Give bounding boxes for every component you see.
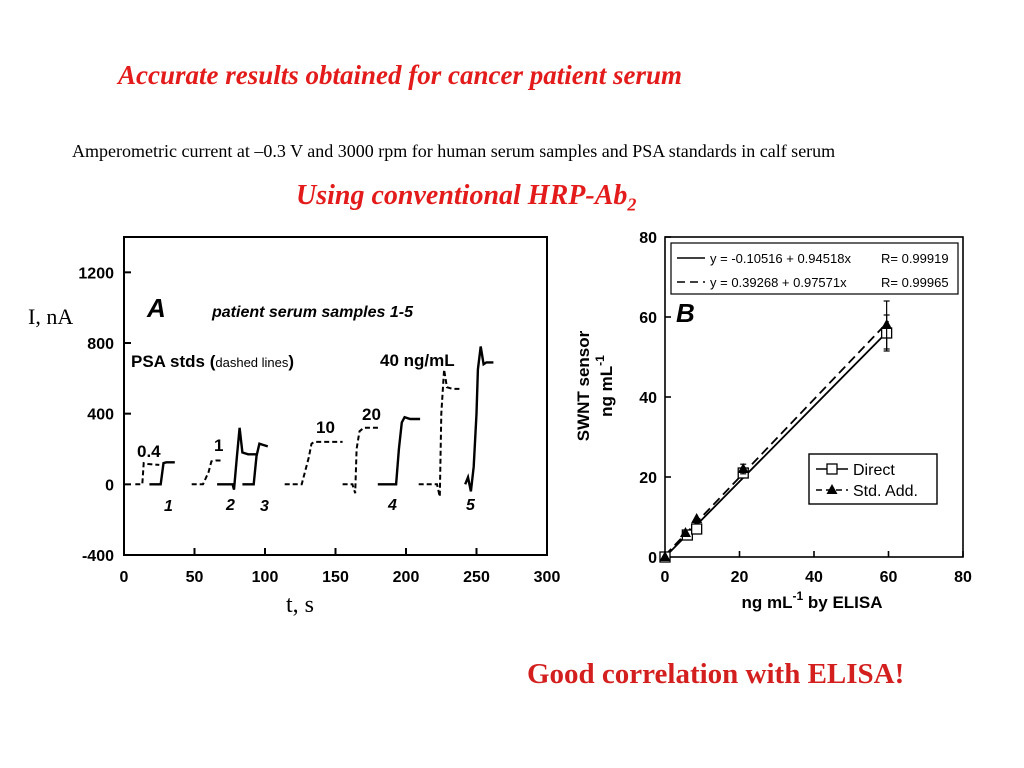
fit-legend-box (670, 242, 959, 295)
y-axis-label-b-line1: SWNT sensor (574, 330, 593, 441)
slide-subtitle: Using conventional HRP-Ab2 (296, 180, 636, 216)
fit-line (664, 320, 890, 557)
standard-trace (191, 459, 222, 486)
subtitle-text: Using conventional HRP-Ab (296, 180, 628, 211)
standard-label: 0.4 (137, 442, 161, 461)
x-tick-label-a: 200 (393, 569, 420, 586)
series-legend-direct-marker (826, 463, 838, 475)
subtitle-subscript: 2 (627, 194, 637, 215)
legend-text-close: ) (288, 352, 294, 371)
x-tick-label-a: 150 (322, 569, 349, 586)
x-axis-label-b-tail: by ELISA (803, 593, 882, 612)
standard-label: 40 ng/mL (380, 351, 455, 370)
standard-label: 1 (214, 436, 223, 455)
sample-trace (217, 427, 258, 490)
x-tick-label-a: 0 (120, 569, 129, 586)
standard-trace (342, 426, 380, 494)
sample-label: 3 (260, 498, 269, 515)
sample-label: 1 (164, 498, 173, 515)
y-tick-label-b: 80 (639, 230, 657, 247)
y-axis-label-b: SWNT sensor ng mL-1 (574, 330, 616, 441)
y-axis-label-b-line2-exp: -1 (593, 355, 607, 366)
sample-label: 2 (225, 497, 235, 514)
x-tick-label-a: 250 (463, 569, 490, 586)
x-tick-label-a: 50 (186, 569, 204, 586)
point-std-add (691, 513, 703, 523)
panel-label-a: A (146, 293, 166, 323)
panel-label-b: B (676, 298, 695, 328)
x-tick-label-b: 40 (805, 569, 823, 586)
point-std-add (679, 527, 691, 537)
x-axis-label-b-main: ng mL (741, 593, 792, 612)
conclusion-text: Good correlation with ELISA! (527, 658, 905, 690)
series-legend-box (808, 453, 938, 505)
point-std-add (881, 319, 893, 329)
sample-trace (242, 442, 269, 486)
fit-line (664, 329, 890, 558)
standard-trace (284, 440, 343, 486)
y-tick-label-b: 60 (639, 310, 657, 327)
standard-trace (418, 369, 463, 497)
fit-equation-2: y = 0.39268 + 0.97571x (710, 275, 847, 290)
y-tick-label-b: 20 (639, 470, 657, 487)
legend-text-small: dashed lines (215, 355, 288, 370)
standard-label: 20 (362, 405, 381, 424)
sample-trace (464, 346, 494, 492)
point-direct (691, 523, 703, 535)
y-axis-label-a: I, nA (28, 304, 73, 329)
y-tick-label-b: 0 (648, 550, 657, 567)
fit-r-1: R= 0.99919 (881, 251, 949, 266)
slide-description: Amperometric current at –0.3 V and 3000 … (72, 141, 836, 161)
y-tick-label-b: 40 (639, 390, 657, 407)
series-legend-stdadd-marker (826, 484, 838, 494)
sample-trace (377, 415, 421, 486)
y-tick-label-a: -400 (82, 548, 114, 565)
point-std-add (659, 551, 671, 561)
fit-r-2: R= 0.99965 (881, 275, 949, 290)
x-tick-label-b: 60 (880, 569, 898, 586)
slide-title: Accurate results obtained for cancer pat… (118, 60, 683, 90)
sample-label: 5 (466, 497, 476, 514)
series-legend-stdadd-label: Std. Add. (853, 483, 918, 500)
series-legend-direct-label: Direct (853, 462, 895, 479)
fit-equation-1: y = -0.10516 + 0.94518x (710, 251, 851, 266)
x-tick-label-b: 20 (731, 569, 749, 586)
legend-psa-stds: PSA stds (dashed lines) (131, 352, 294, 371)
x-tick-label-a: 100 (252, 569, 279, 586)
x-tick-label-b: 0 (661, 569, 670, 586)
point-std-add (737, 463, 749, 473)
standard-label: 10 (316, 418, 335, 437)
x-tick-label-a: 300 (534, 569, 561, 586)
standard-trace (135, 461, 160, 486)
y-tick-label-a: 800 (87, 336, 114, 353)
y-axis-label-b-line2-main: ng mL (597, 366, 616, 417)
y-tick-label-a: 0 (105, 477, 114, 494)
x-axis-label-a: t, s (286, 592, 314, 618)
sample-trace (149, 461, 175, 486)
y-tick-label-a: 1200 (78, 265, 114, 282)
annotation-patient-samples: patient serum samples 1-5 (211, 304, 414, 321)
x-axis-label-b: ng mL-1 by ELISA (741, 589, 882, 612)
sample-label: 4 (387, 497, 397, 514)
x-axis-label-b-exp: -1 (792, 589, 803, 603)
y-tick-label-a: 400 (87, 407, 114, 424)
legend-text-bold: PSA stds ( (131, 352, 216, 371)
y-axis-label-b-line2: ng mL-1 (593, 355, 616, 417)
x-tick-label-b: 80 (954, 569, 972, 586)
